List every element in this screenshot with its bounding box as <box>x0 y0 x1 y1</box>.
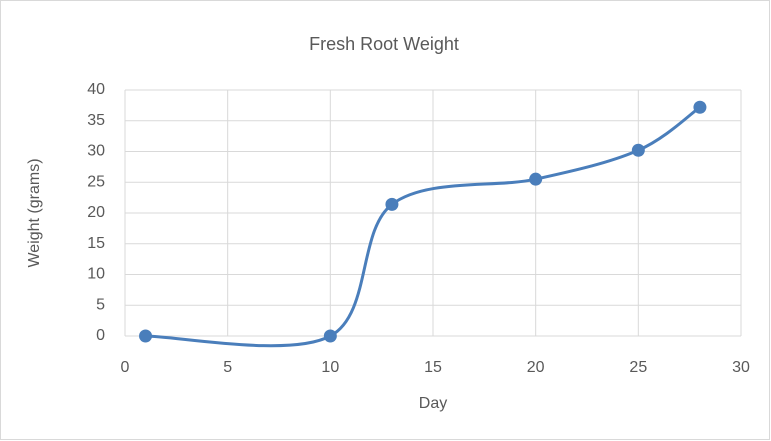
x-tick-label: 25 <box>629 359 647 376</box>
x-tick-label: 0 <box>121 359 130 376</box>
y-tick-label: 40 <box>87 81 105 98</box>
y-axis-title: Weight (grams) <box>26 158 43 267</box>
data-point <box>631 143 645 157</box>
y-tick-label: 0 <box>96 327 105 344</box>
x-tick-label: 10 <box>321 359 339 376</box>
data-point <box>385 197 399 211</box>
data-point <box>529 172 543 186</box>
chart-title: Fresh Root Weight <box>309 34 459 54</box>
x-tick-label: 15 <box>424 359 442 376</box>
x-axis-title: Day <box>419 395 447 412</box>
x-tick-label: 5 <box>223 359 232 376</box>
x-tick-label: 30 <box>732 359 750 376</box>
y-tick-label: 10 <box>87 266 105 283</box>
data-point <box>139 329 153 343</box>
data-point <box>323 329 337 343</box>
y-tick-label: 35 <box>87 112 105 129</box>
y-tick-label: 15 <box>87 235 105 252</box>
y-tick-label: 20 <box>87 204 105 221</box>
y-tick-label: 30 <box>87 143 105 160</box>
x-tick-label: 20 <box>527 359 545 376</box>
data-point <box>693 100 707 114</box>
y-tick-label: 5 <box>96 296 105 313</box>
y-tick-label: 25 <box>87 173 105 190</box>
